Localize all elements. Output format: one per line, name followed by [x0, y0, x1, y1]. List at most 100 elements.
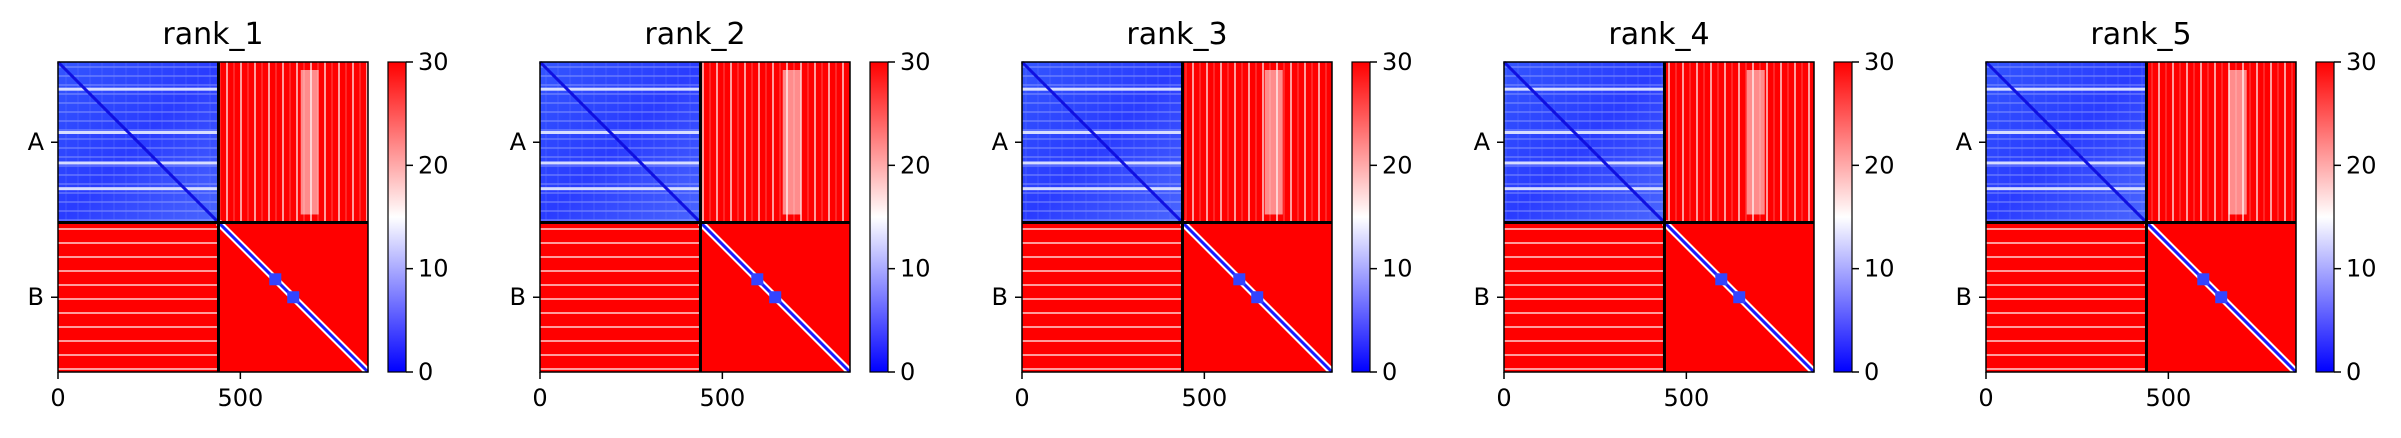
colorbar	[869, 61, 889, 373]
diagonal-A	[56, 60, 220, 224]
block-AA-band	[1986, 187, 2147, 191]
colorbar-tick-label: 0	[1864, 358, 1879, 386]
plot-frame	[57, 61, 369, 373]
plot-frame	[1985, 61, 2297, 373]
block-AB	[2146, 62, 2296, 223]
colorbar-tick-label: 10	[1382, 255, 1413, 283]
panel-title: rank_1	[162, 17, 263, 52]
domain-B-block	[1233, 273, 1246, 286]
block-AA-band	[58, 187, 219, 191]
panel-title: rank_5	[2090, 17, 2191, 52]
panel-rank_1: rank_1 A B 0 500 0 10 20 30	[28, 17, 449, 412]
colorbar-tick-label: 0	[900, 358, 915, 386]
block-AA-band	[540, 187, 701, 191]
plot-frame	[539, 61, 851, 373]
panel-title: rank_4	[1608, 17, 1709, 52]
block-AB	[1182, 62, 1332, 223]
colorbar-tick-label: 30	[1382, 48, 1413, 76]
panel-title: rank_3	[1126, 17, 1227, 52]
y-tick-label: A	[992, 128, 1009, 156]
x-tick-label: 500	[217, 384, 263, 412]
domain-B-block	[1251, 291, 1264, 304]
colorbar-tick-label: 10	[418, 255, 449, 283]
domain-B-block	[287, 291, 300, 304]
block-AA-band	[1022, 161, 1183, 165]
panel-rank_5: rank_5 A B 0 500 0 10 20 30	[1956, 17, 2377, 412]
y-tick-label: A	[510, 128, 527, 156]
block-BA	[1504, 222, 1665, 372]
block-AB-band	[300, 70, 319, 215]
y-tick-label: B	[992, 283, 1008, 311]
block-AA-band	[58, 87, 219, 91]
colorbar-tick-label: 10	[1864, 255, 1895, 283]
colorbar	[1351, 61, 1371, 373]
colorbar-tick-label: 20	[900, 151, 931, 179]
diagonal-A	[1502, 60, 1666, 224]
y-tick-label: A	[1956, 128, 1973, 156]
block-AB-band	[1264, 70, 1283, 215]
y-tick-label: B	[1474, 283, 1490, 311]
colorbar-tick-label: 0	[418, 358, 433, 386]
x-tick-label: 0	[1978, 384, 1993, 412]
domain-B-block	[2215, 291, 2228, 304]
block-AA-band	[540, 131, 701, 135]
block-AB	[218, 62, 368, 223]
block-AA-band	[1022, 87, 1183, 91]
domain-B-block	[769, 291, 782, 304]
block-AA-band	[1022, 187, 1183, 191]
y-tick-label: B	[28, 283, 44, 311]
x-tick-label: 0	[1496, 384, 1511, 412]
colorbar-tick-label: 30	[900, 48, 931, 76]
diagonal-A	[538, 60, 702, 224]
domain-B-block	[751, 273, 764, 286]
x-tick-label: 500	[1181, 384, 1227, 412]
x-tick-label: 500	[699, 384, 745, 412]
colorbar	[387, 61, 407, 373]
block-AA-band	[1022, 131, 1183, 135]
block-AB	[1664, 62, 1814, 223]
colorbar-tick-label: 0	[1382, 358, 1397, 386]
block-BA	[1022, 222, 1183, 372]
colorbar-tick-label: 20	[418, 151, 449, 179]
domain-B-block	[2197, 273, 2210, 286]
block-AA-band	[1504, 87, 1665, 91]
colorbar	[1833, 61, 1853, 373]
panel-title: rank_2	[644, 17, 745, 52]
colorbar-tick-label: 30	[418, 48, 449, 76]
diagonal-A	[1020, 60, 1184, 224]
domain-B-block	[269, 273, 282, 286]
colorbar-tick-label: 0	[2346, 358, 2361, 386]
block-BA	[540, 222, 701, 372]
block-BA	[1986, 222, 2147, 372]
block-AA-band	[540, 161, 701, 165]
colorbar-tick-label: 10	[2346, 255, 2377, 283]
colorbar-tick-label: 20	[2346, 151, 2377, 179]
block-AA-band	[1986, 161, 2147, 165]
block-AB	[700, 62, 850, 223]
block-AA-band	[1504, 131, 1665, 135]
plot-frame	[1503, 61, 1815, 373]
block-AA-band	[1504, 187, 1665, 191]
domain-B-block	[1715, 273, 1728, 286]
block-AA-band	[1986, 131, 2147, 135]
x-tick-label: 0	[532, 384, 547, 412]
colorbar-tick-label: 30	[1864, 48, 1895, 76]
block-AB-band	[782, 70, 801, 215]
y-tick-label: B	[1956, 283, 1972, 311]
block-AA-band	[1504, 161, 1665, 165]
x-tick-label: 0	[1014, 384, 1029, 412]
block-AA-band	[1986, 87, 2147, 91]
colorbar-tick-label: 30	[2346, 48, 2377, 76]
x-tick-label: 0	[50, 384, 65, 412]
block-BA	[58, 222, 219, 372]
colorbar-tick-label: 20	[1864, 151, 1895, 179]
x-tick-label: 500	[2145, 384, 2191, 412]
panel-rank_2: rank_2 A B 0 500 0 10 20 30	[510, 17, 931, 412]
x-tick-label: 500	[1663, 384, 1709, 412]
block-AA-band	[58, 161, 219, 165]
block-AA-band	[540, 87, 701, 91]
plot-frame	[1021, 61, 1333, 373]
y-tick-label: A	[28, 128, 45, 156]
colorbar-tick-label: 20	[1382, 151, 1413, 179]
